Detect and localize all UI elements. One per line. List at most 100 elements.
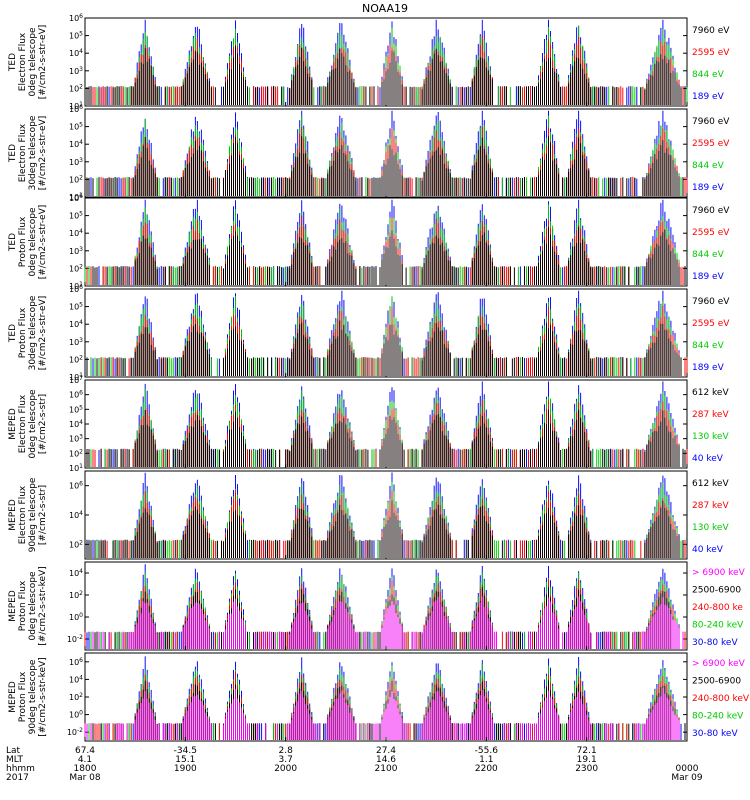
ytick-label: 106 <box>69 104 83 114</box>
ytick-label: 102 <box>69 83 83 93</box>
xtick-label: -55.6 <box>475 746 499 756</box>
flux-trace <box>94 587 680 649</box>
xtick-label: 1800 <box>74 764 97 774</box>
panel-ylabel: TEDElectron Flux0deg telescope[#/cm2-s-s… <box>8 25 48 100</box>
legend-entry: 30-80 keV <box>692 638 738 648</box>
panel-ylabel: TEDProton Flux0deg telescope[#/cm2-s-str… <box>8 205 48 280</box>
panel-5: 101 102 103 104 105 106 107 MEPEDElectron Flux0… <box>8 375 729 473</box>
xtick-label: 2.8 <box>279 746 294 756</box>
ytick-label: 106 <box>69 13 83 23</box>
flux-trace <box>84 320 682 376</box>
legend-entry: 2595 eV <box>692 319 730 329</box>
chart-title: NOAA19 <box>362 2 408 15</box>
legend-entry: 189 eV <box>692 183 725 193</box>
xtick-label: 0000 <box>676 764 699 774</box>
legend-entry: 130 keV <box>692 523 729 533</box>
flux-trace <box>84 409 686 467</box>
ytick-label: 101 <box>69 192 83 202</box>
ytick-label: 106 <box>69 657 83 667</box>
legend-entry: 189 eV <box>692 363 725 373</box>
ytick-label: 103 <box>69 434 83 444</box>
legend-entry: 240-800 keV <box>692 694 750 704</box>
flux-trace <box>84 204 682 285</box>
ytick-label: 105 <box>69 404 83 414</box>
ytick-label: 100 <box>69 612 83 622</box>
ytick-label: 104 <box>69 568 83 578</box>
ytick-label: 10-2 <box>67 727 83 737</box>
ytick-label: 102 <box>69 692 83 702</box>
legend-entry: 2595 eV <box>692 139 730 149</box>
panel-ylabel: MEPEDProton Flux0deg telescope[#/cm2-s-s… <box>8 566 48 645</box>
xtick-label: 4.1 <box>78 755 92 765</box>
legend-entry: 80-240 keV <box>692 712 744 722</box>
ytick-label: 104 <box>69 139 83 149</box>
legend-entry: 130 keV <box>692 432 729 442</box>
xtick-label: 2300 <box>575 764 598 774</box>
ytick-label: 100 <box>69 710 83 720</box>
xaxis-row-label: 2017 <box>6 773 29 783</box>
legend-entry: 612 keV <box>692 479 729 489</box>
xtick-label: 3.7 <box>279 755 293 765</box>
ytick-label: 106 <box>69 390 83 400</box>
panel-4: 101 102 103 104 105 106 TEDProton Flux30deg te… <box>8 284 730 382</box>
ytick-label: 104 <box>69 228 83 238</box>
ytick-label: 102 <box>69 539 83 549</box>
xtick-label: 27.4 <box>376 746 396 756</box>
legend-entry: 2595 eV <box>692 48 730 58</box>
xtick-label: Mar 09 <box>671 773 703 783</box>
xaxis-row-label: MLT <box>6 755 24 765</box>
ytick-label: 102 <box>69 590 83 600</box>
ytick-label: 106 <box>69 481 83 491</box>
legend-entry: 7960 eV <box>692 297 730 307</box>
flux-trace <box>84 45 686 105</box>
xtick-label: Mar 08 <box>69 773 101 783</box>
xtick-label: 2000 <box>274 764 297 774</box>
legend-entry: 240-800 ke <box>692 603 743 613</box>
legend-entry: 2595 eV <box>692 228 730 238</box>
xaxis-row-label: hhmm <box>6 764 35 774</box>
ytick-label: 104 <box>69 319 83 329</box>
xtick-label: 2200 <box>475 764 498 774</box>
flux-trace <box>84 500 684 558</box>
legend-entry: 30-80 keV <box>692 729 738 739</box>
flux-trace <box>84 656 682 740</box>
legend-entry: 287 keV <box>692 501 729 511</box>
xtick-label: -34.5 <box>174 746 197 756</box>
ytick-label: 103 <box>69 66 83 76</box>
xaxis-row-label: Lat <box>6 746 21 756</box>
ytick-label: 104 <box>69 48 83 58</box>
panel-3: 101 102 103 104 105 106 TEDProton Flux0deg tel… <box>8 193 730 291</box>
flux-trace <box>84 687 680 740</box>
ytick-label: 101 <box>69 281 83 291</box>
flux-trace <box>86 115 684 196</box>
legend-entry: 2500-6900 <box>692 585 741 595</box>
ytick-label: 103 <box>69 246 83 256</box>
ytick-label: 107 <box>69 375 83 385</box>
ytick-label: 102 <box>69 174 83 184</box>
legend-entry: 287 keV <box>692 410 729 420</box>
ytick-label: 102 <box>69 263 83 273</box>
ytick-label: 105 <box>69 31 83 41</box>
ytick-label: 106 <box>69 193 83 203</box>
xtick-label: 14.6 <box>376 755 396 765</box>
panel-7: 10-2 100 102 104 MEPEDProton Flux0deg telesc… <box>8 561 746 651</box>
panel-1: 101 102 103 104 105 106 TEDElectron Flux0deg t… <box>8 13 730 111</box>
legend-entry: 844 eV <box>692 70 725 80</box>
xtick-label: 15.1 <box>175 755 195 765</box>
ytick-label: 103 <box>69 157 83 167</box>
legend-entry: 7960 eV <box>692 26 730 36</box>
legend-entry: 40 keV <box>692 454 724 464</box>
panel-ylabel: MEPEDElectron Flux0deg telescope[#/cm2-s… <box>8 389 48 459</box>
legend-entry: 189 eV <box>692 272 725 282</box>
legend-entry: > 6900 keV <box>692 568 746 578</box>
legend-entry: 189 eV <box>692 92 725 102</box>
xtick-label: 1900 <box>174 764 197 774</box>
ytick-label: 105 <box>69 211 83 221</box>
panel-ylabel: TEDProton Flux30deg telescope[#/cm2-s-st… <box>8 295 48 370</box>
panels-group: 101 102 103 104 105 106 TEDElectron Flux0deg t… <box>8 13 750 742</box>
ytick-label: 104 <box>69 674 83 684</box>
flux-trace <box>100 490 686 558</box>
xtick-label: 72.1 <box>577 746 597 756</box>
